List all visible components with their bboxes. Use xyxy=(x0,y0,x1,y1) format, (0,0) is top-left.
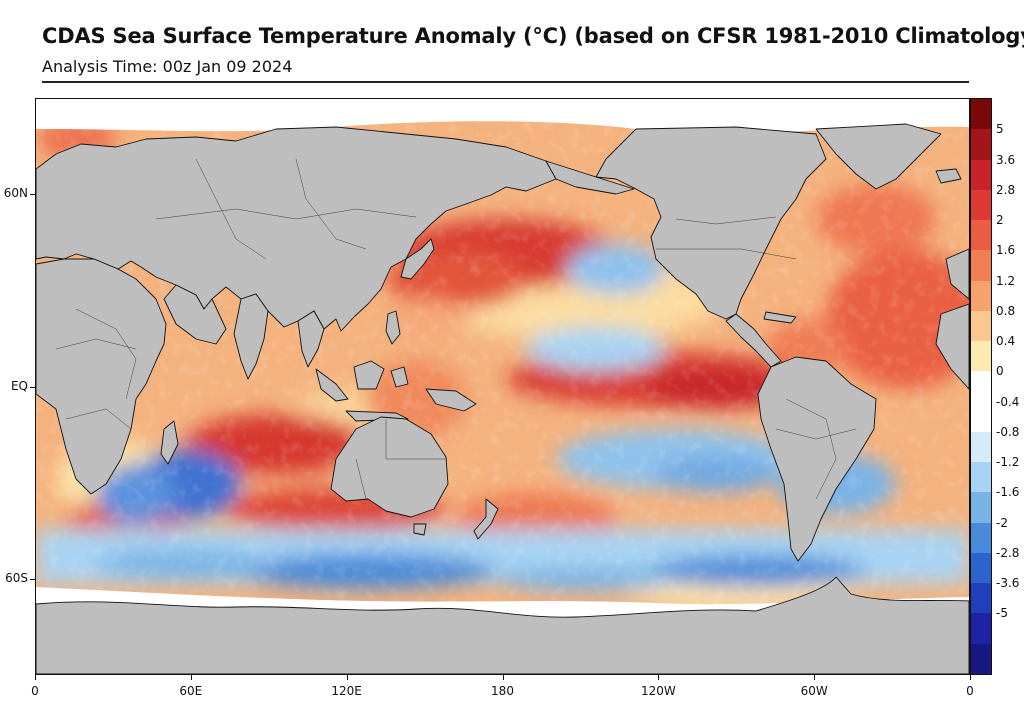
lon-label: 180 xyxy=(491,684,514,698)
colorbar-label: 0.4 xyxy=(996,334,1016,349)
colorbar-segment xyxy=(971,613,991,645)
colorbar-segment xyxy=(971,280,991,312)
colorbar-segment xyxy=(971,643,991,675)
colorbar-segment xyxy=(971,159,991,191)
colorbar-segment xyxy=(971,522,991,554)
lon-tick xyxy=(970,675,971,680)
colorbar-label: -2 xyxy=(996,515,1008,530)
colorbar-segment xyxy=(971,462,991,493)
lon-label: 0 xyxy=(31,684,39,698)
lat-tick xyxy=(30,194,35,196)
colorbar-segment xyxy=(971,99,991,130)
lon-tick xyxy=(35,675,36,680)
colorbar-label: -0.8 xyxy=(996,424,1020,439)
lat-tick xyxy=(30,578,35,580)
borders xyxy=(55,158,857,500)
lon-label: 0 xyxy=(966,684,974,698)
colorbar-segment xyxy=(971,583,991,614)
colorbar xyxy=(970,98,992,675)
lon-label: 120E xyxy=(331,684,362,698)
colorbar-label: 0.8 xyxy=(996,303,1016,318)
chart-title: CDAS Sea Surface Temperature Anomaly (°C… xyxy=(42,24,1024,48)
colorbar-label: 3.6 xyxy=(996,152,1016,167)
lon-tick xyxy=(502,675,504,680)
colorbar-segment xyxy=(971,250,991,282)
colorbar-segment xyxy=(971,189,991,221)
lon-label: 120W xyxy=(640,684,676,698)
lon-label: 60W xyxy=(800,684,828,698)
colorbar-segment xyxy=(971,431,991,463)
colorbar-label: -5 xyxy=(996,606,1008,621)
colorbar-segment xyxy=(971,552,991,584)
lon-tick xyxy=(346,675,348,680)
colorbar-label: 0 xyxy=(996,364,1004,379)
lon-tick xyxy=(658,675,660,680)
lon-label: 60E xyxy=(179,684,203,698)
lat-tick xyxy=(30,386,35,388)
colorbar-segment xyxy=(971,401,991,433)
lat-label: 60S xyxy=(5,570,28,585)
colorbar-label: 2 xyxy=(996,213,1004,228)
colorbar-label: -2.8 xyxy=(996,545,1020,560)
colorbar-label: 2.8 xyxy=(996,182,1016,197)
land xyxy=(36,123,969,674)
colorbar-segment xyxy=(971,341,991,372)
title-divider xyxy=(42,81,969,83)
colorbar-label: 5 xyxy=(996,122,1004,137)
colorbar-label: -0.4 xyxy=(996,394,1020,409)
lat-label: EQ xyxy=(10,378,28,393)
colorbar-label: -3.6 xyxy=(996,576,1020,591)
colorbar-label: 1.2 xyxy=(996,273,1016,288)
colorbar-label: 1.6 xyxy=(996,243,1016,258)
colorbar-segment xyxy=(971,492,991,524)
sst-anomaly-map[interactable] xyxy=(35,98,970,675)
colorbar-label: -1.6 xyxy=(996,485,1020,500)
lon-tick xyxy=(814,675,816,680)
colorbar-label: -1.2 xyxy=(996,455,1020,470)
colorbar-segment xyxy=(971,220,991,251)
colorbar-segment xyxy=(971,310,991,342)
colorbar-segment xyxy=(971,371,991,403)
lon-tick xyxy=(190,675,192,680)
analysis-time: Analysis Time: 00z Jan 09 2024 xyxy=(42,57,293,76)
colorbar-segment xyxy=(971,129,991,160)
lat-label: 60N xyxy=(3,186,28,201)
